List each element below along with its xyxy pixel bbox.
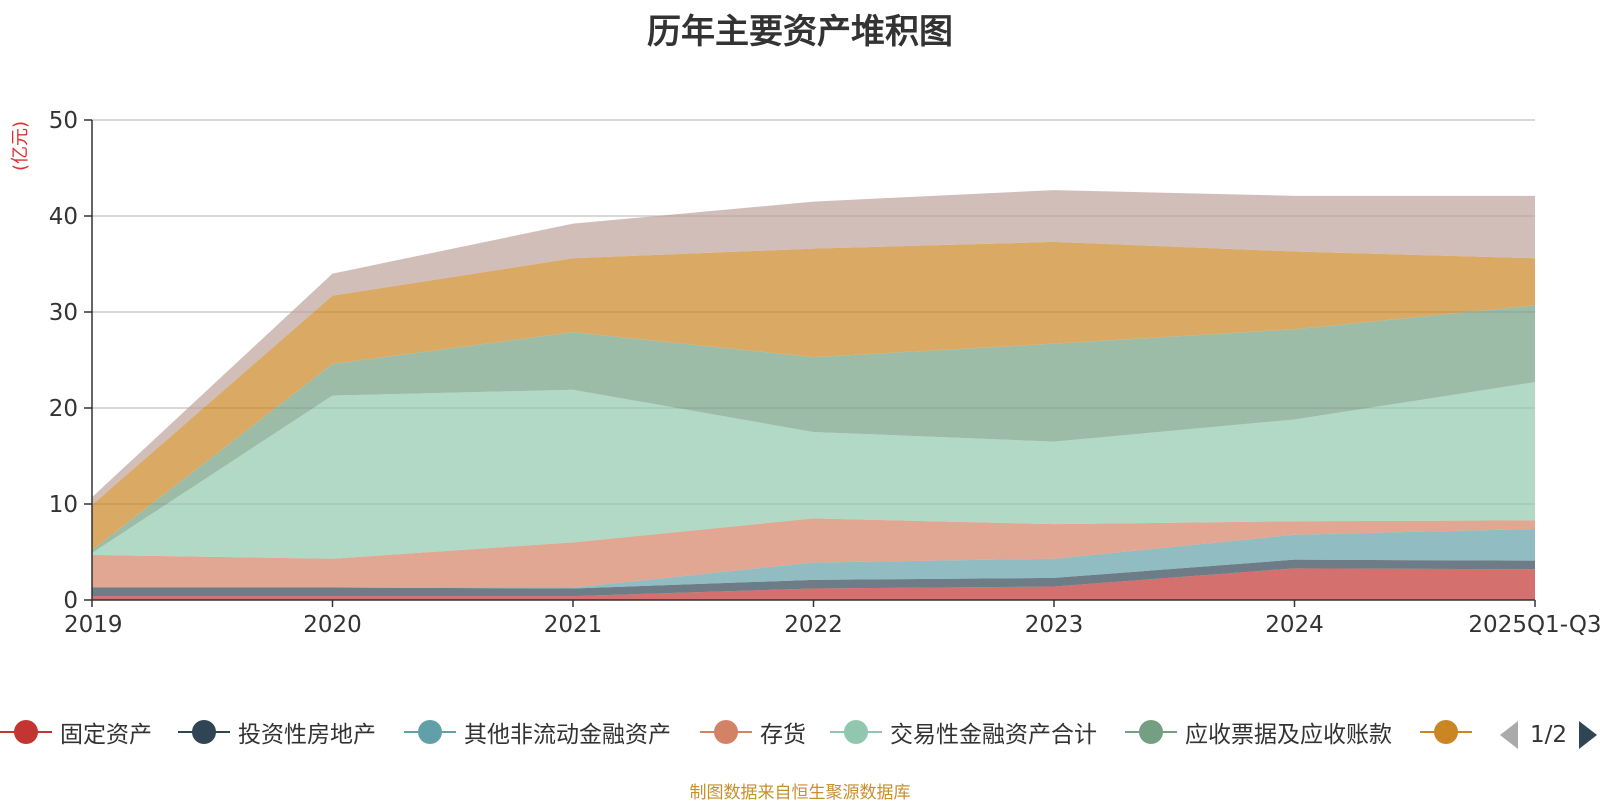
legend-swatch-icon — [830, 712, 882, 752]
legend-item[interactable] — [1420, 712, 1472, 752]
x-tick-label: 2019 — [64, 612, 123, 638]
x-tick-label: 2020 — [303, 612, 362, 638]
area-series-4[interactable] — [92, 382, 1535, 559]
legend: 固定资产 投资性房地产 其他非流动金融资产 存货 交易性金融资产合计 应收票据及应收账款 — [0, 712, 1600, 752]
legend-label: 交易性金融资产合计 — [890, 722, 1097, 748]
y-tick-label: 0 — [63, 588, 78, 614]
y-tick-label: 50 — [49, 108, 78, 134]
y-tick-label: 40 — [49, 204, 78, 230]
legend-label: 固定资产 — [60, 722, 152, 748]
legend-item[interactable]: 存货 — [700, 712, 806, 752]
legend-pager: 1/2 — [1500, 718, 1598, 752]
y-axis-unit: (亿元) — [10, 121, 31, 171]
legend-swatch-icon — [700, 712, 752, 752]
area-series-5[interactable] — [92, 305, 1535, 553]
legend-label: 应收票据及应收账款 — [1185, 722, 1392, 748]
pager-text: 1/2 — [1530, 722, 1568, 748]
legend-swatch-icon — [1125, 712, 1177, 752]
x-tick-label: 2022 — [784, 612, 843, 638]
pager-next-icon[interactable] — [1579, 721, 1598, 749]
area-layer — [92, 190, 1535, 600]
x-tick-label: 2023 — [1025, 612, 1084, 638]
y-tick-label: 20 — [49, 396, 78, 422]
axes: 0 10 20 30 40 50 2019 2020 2021 2022 2023 2024 2025Q… — [10, 108, 1600, 638]
legend-label: 存货 — [760, 722, 806, 748]
legend-item[interactable]: 投资性房地产 — [178, 712, 376, 752]
legend-label: 投资性房地产 — [238, 722, 376, 748]
legend-swatch-icon — [1420, 712, 1472, 752]
y-tick-label: 10 — [49, 492, 78, 518]
legend-item[interactable]: 应收票据及应收账款 — [1125, 712, 1392, 752]
y-tick-label: 30 — [49, 300, 78, 326]
x-tick-label: 2025Q1-Q3 — [1468, 612, 1600, 638]
pager-prev-icon[interactable] — [1500, 721, 1518, 749]
area-series-2[interactable] — [92, 528, 1535, 589]
legend-swatch-icon — [404, 712, 456, 752]
area-series-6[interactable] — [92, 241, 1535, 551]
legend-item[interactable]: 固定资产 — [0, 712, 152, 752]
legend-swatch-icon — [178, 712, 230, 752]
x-tick-label: 2024 — [1265, 612, 1324, 638]
chart-title: 历年主要资产堆积图 — [647, 12, 953, 52]
source-note: 制图数据来自恒生聚源数据库 — [689, 783, 911, 803]
area-series-3[interactable] — [92, 518, 1535, 588]
area-series-7[interactable] — [92, 190, 1535, 505]
legend-item[interactable]: 交易性金融资产合计 — [830, 712, 1097, 752]
legend-item[interactable]: 其他非流动金融资产 — [404, 712, 671, 752]
legend-swatch-icon — [0, 712, 52, 752]
x-tick-label: 2021 — [544, 612, 603, 638]
legend-label: 其他非流动金融资产 — [464, 722, 671, 748]
area-series-0[interactable] — [92, 568, 1535, 600]
